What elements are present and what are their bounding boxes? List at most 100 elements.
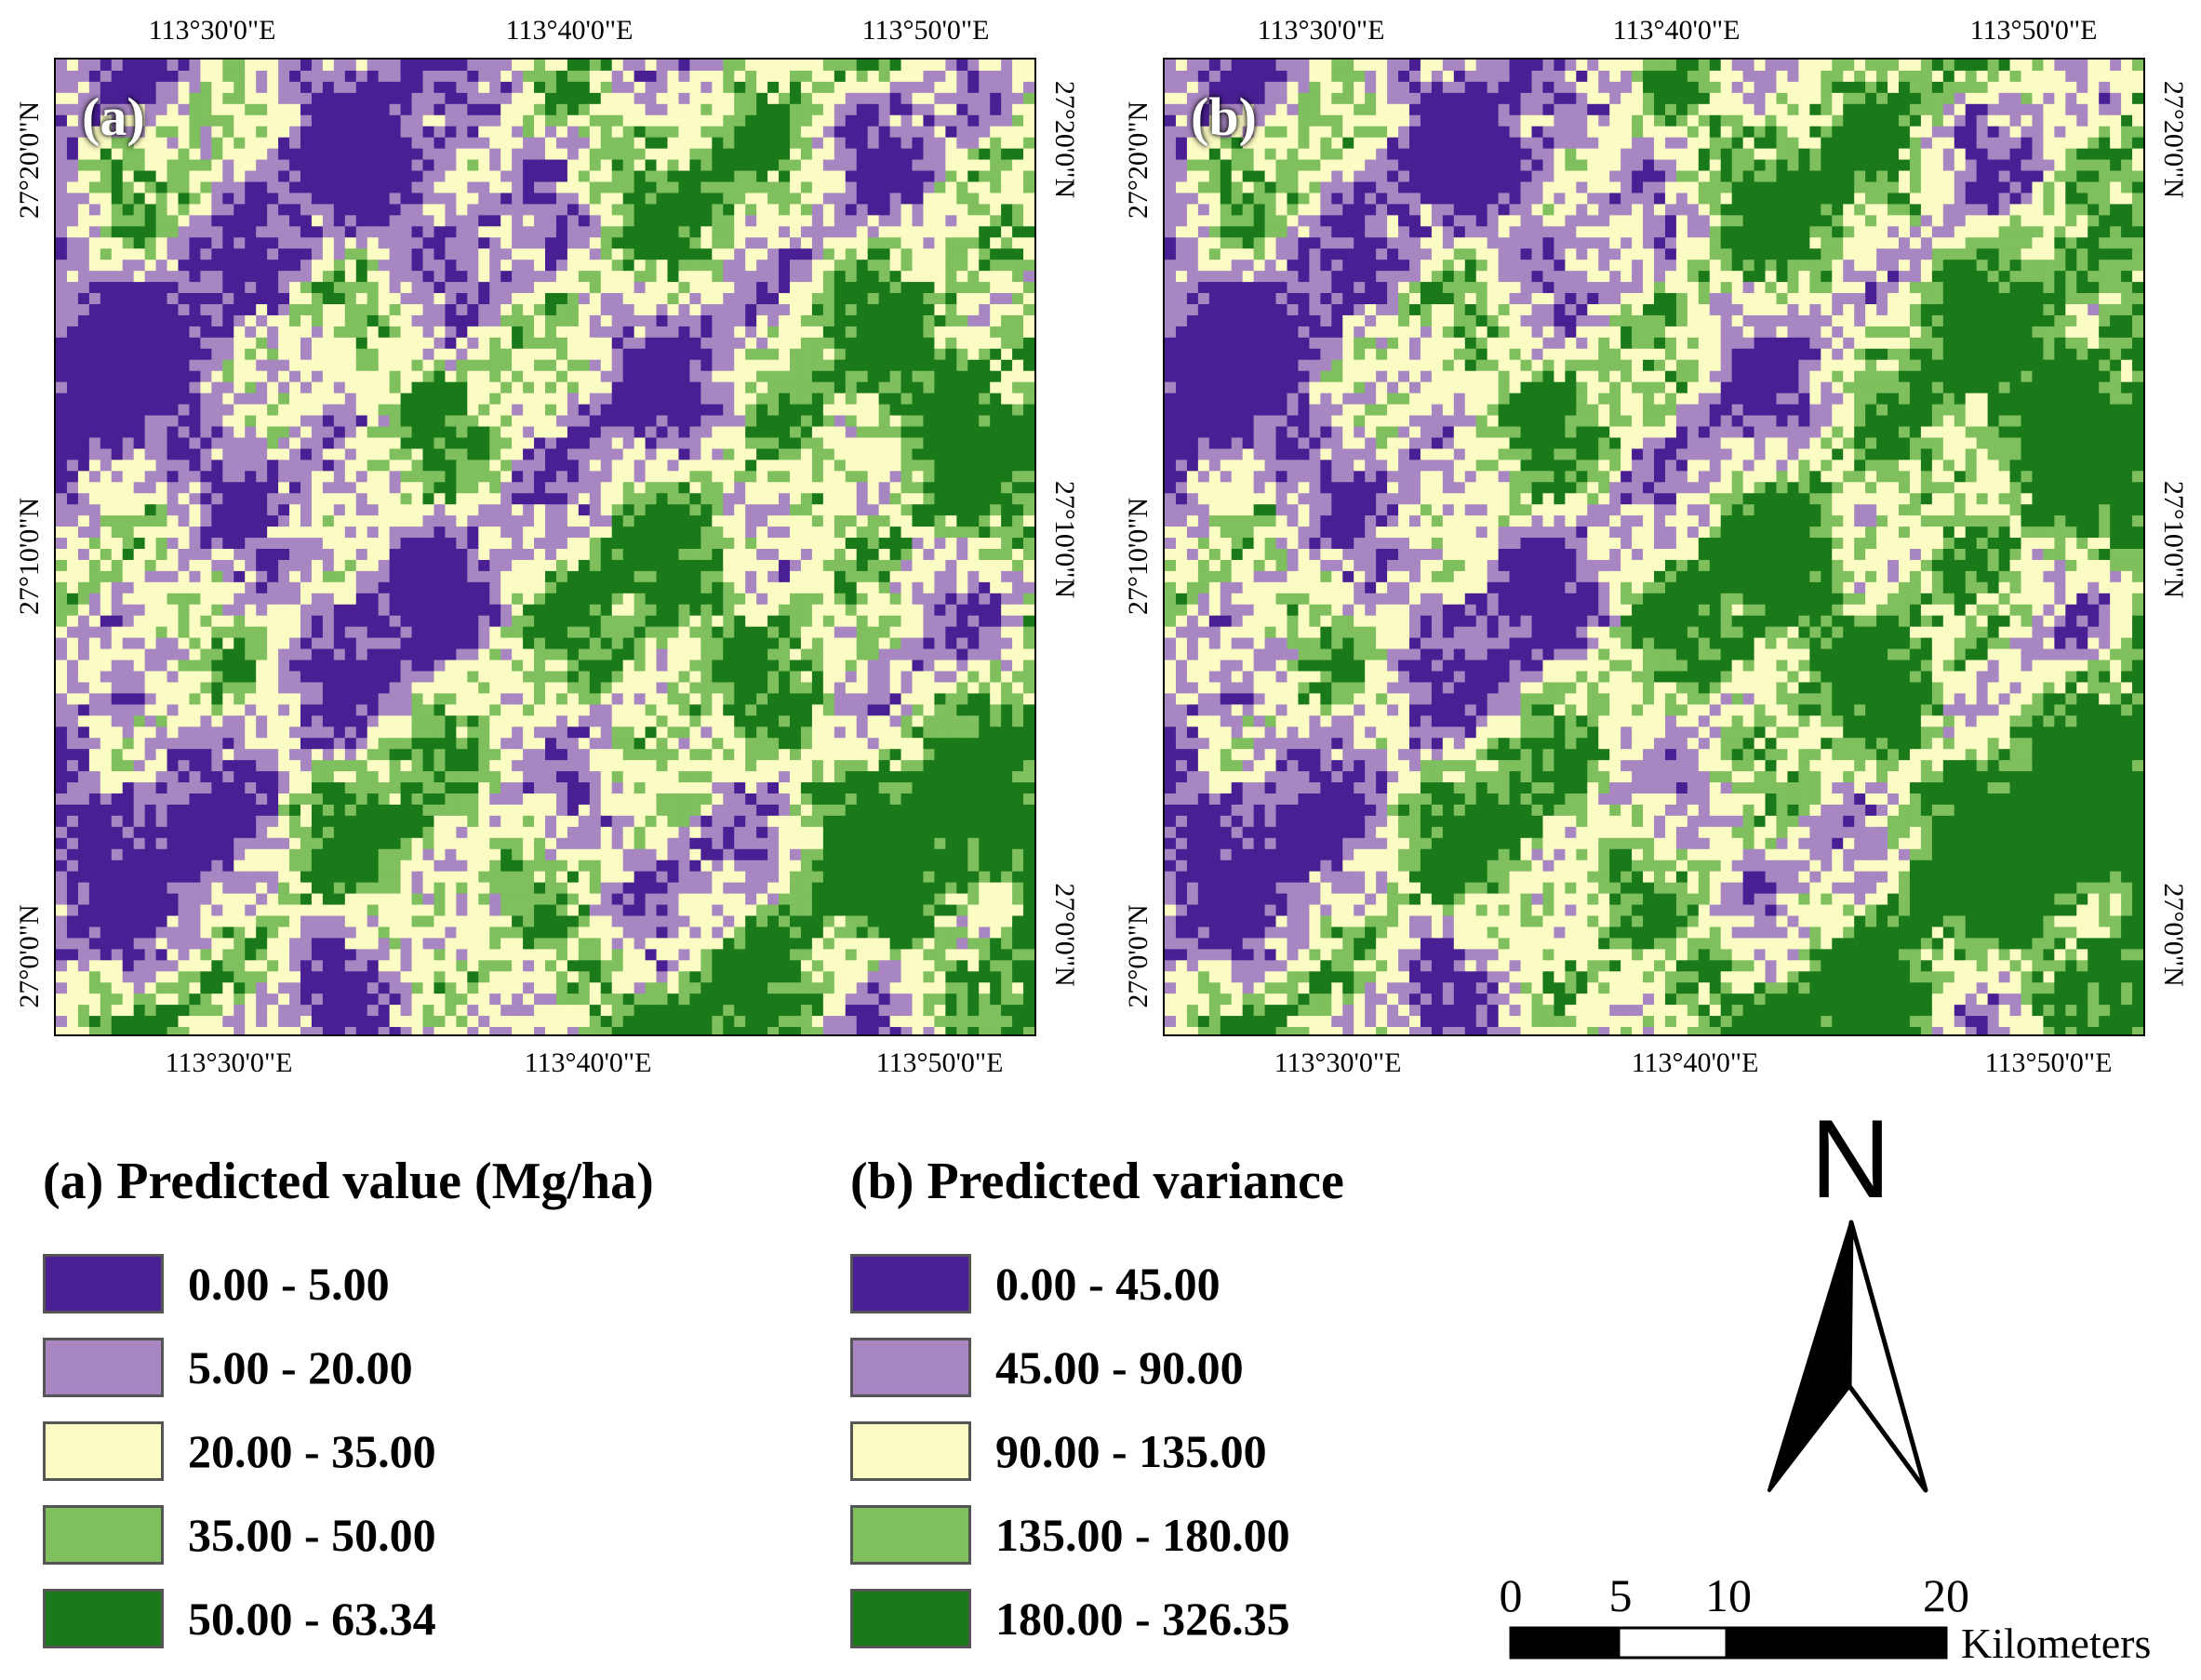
raster-cell bbox=[534, 437, 546, 449]
raster-cell bbox=[133, 615, 146, 628]
raster-cell bbox=[333, 314, 346, 327]
raster-cell bbox=[367, 381, 380, 394]
raster-cell bbox=[934, 559, 946, 572]
raster-cell bbox=[367, 137, 380, 150]
raster-cell bbox=[867, 271, 880, 283]
raster-cell bbox=[256, 660, 268, 672]
raster-cell bbox=[979, 159, 991, 172]
raster-cell bbox=[155, 381, 168, 394]
raster-cell bbox=[178, 226, 190, 238]
raster-cell bbox=[834, 326, 847, 339]
raster-cell bbox=[667, 326, 679, 339]
raster-cell bbox=[189, 170, 201, 182]
raster-cell bbox=[545, 92, 557, 105]
raster-cell bbox=[367, 660, 380, 672]
raster-cell bbox=[545, 471, 557, 483]
raster-cell bbox=[88, 326, 101, 339]
raster-cell bbox=[422, 527, 434, 539]
raster-cell bbox=[411, 348, 423, 361]
map-panel-a bbox=[54, 58, 1036, 1036]
raster-cell bbox=[889, 137, 902, 150]
raster-cell bbox=[1001, 148, 1013, 161]
raster-cell bbox=[656, 370, 668, 383]
raster-cell bbox=[456, 671, 468, 683]
raster-cell bbox=[422, 237, 434, 249]
raster-cell bbox=[144, 337, 157, 350]
raster-cell bbox=[900, 337, 913, 350]
raster-cell bbox=[378, 515, 391, 527]
raster-cell bbox=[689, 648, 701, 661]
raster-cell bbox=[100, 248, 113, 260]
raster-cell bbox=[1023, 404, 1034, 417]
raster-cell bbox=[111, 615, 124, 628]
raster-cell bbox=[256, 282, 268, 294]
raster-cell bbox=[611, 515, 624, 527]
raster-cell bbox=[233, 70, 246, 83]
raster-cell bbox=[856, 593, 869, 606]
raster-cell bbox=[56, 393, 68, 406]
raster-cell bbox=[589, 393, 602, 406]
raster-cell bbox=[878, 181, 891, 193]
raster-cell bbox=[1001, 604, 1013, 617]
raster-cell bbox=[667, 314, 679, 327]
raster-cell bbox=[434, 314, 446, 327]
raster-cell bbox=[77, 92, 90, 105]
raster-cell bbox=[934, 393, 946, 406]
raster-cell bbox=[889, 437, 902, 449]
raster-cell bbox=[578, 226, 591, 238]
raster-cell bbox=[245, 593, 257, 606]
raster-cell bbox=[956, 204, 968, 216]
raster-cell bbox=[589, 604, 602, 617]
raster-cell bbox=[878, 448, 891, 460]
raster-cell bbox=[900, 282, 913, 294]
raster-cell bbox=[422, 637, 434, 650]
raster-cell bbox=[645, 637, 658, 650]
raster-cell bbox=[567, 126, 580, 139]
raster-cell bbox=[500, 248, 513, 260]
raster-cell bbox=[956, 181, 968, 193]
raster-cell bbox=[311, 404, 324, 417]
raster-cell bbox=[278, 482, 290, 494]
raster-cell bbox=[545, 626, 557, 639]
raster-cell bbox=[856, 538, 869, 550]
raster-cell bbox=[523, 559, 535, 572]
raster-cell bbox=[333, 137, 346, 150]
raster-cell bbox=[822, 471, 835, 483]
raster-cell bbox=[355, 559, 368, 572]
raster-cell bbox=[923, 504, 935, 516]
raster-cell bbox=[434, 381, 446, 394]
raster-cell bbox=[211, 637, 223, 650]
raster-cell bbox=[333, 260, 346, 272]
raster-cell bbox=[278, 671, 290, 683]
raster-cell bbox=[333, 293, 346, 305]
raster-cell bbox=[756, 426, 768, 438]
raster-cell bbox=[990, 293, 1002, 305]
raster-cell bbox=[811, 337, 824, 350]
raster-cell bbox=[712, 137, 724, 150]
raster-cell bbox=[634, 282, 647, 294]
raster-cell bbox=[300, 682, 313, 694]
raster-cell bbox=[700, 60, 713, 72]
raster-cell bbox=[434, 660, 446, 672]
raster-cell bbox=[422, 570, 434, 583]
raster-cell bbox=[555, 448, 568, 460]
raster-cell bbox=[389, 271, 402, 283]
raster-cell bbox=[66, 226, 79, 238]
raster-cell bbox=[622, 148, 635, 161]
raster-cell bbox=[667, 114, 679, 127]
raster-cell bbox=[411, 126, 423, 139]
raster-cell bbox=[200, 648, 212, 661]
raster-cell bbox=[878, 370, 891, 383]
raster-cell bbox=[578, 81, 591, 94]
raster-cell bbox=[845, 559, 858, 572]
raster-cell bbox=[100, 671, 113, 683]
raster-cell bbox=[355, 170, 368, 182]
raster-cell bbox=[678, 226, 690, 238]
raster-cell bbox=[956, 159, 968, 172]
raster-cell bbox=[878, 282, 891, 294]
raster-cell bbox=[1023, 648, 1034, 661]
raster-cell bbox=[867, 426, 880, 438]
raster-cell bbox=[945, 626, 957, 639]
raster-cell bbox=[133, 671, 146, 683]
raster-cell bbox=[979, 282, 991, 294]
